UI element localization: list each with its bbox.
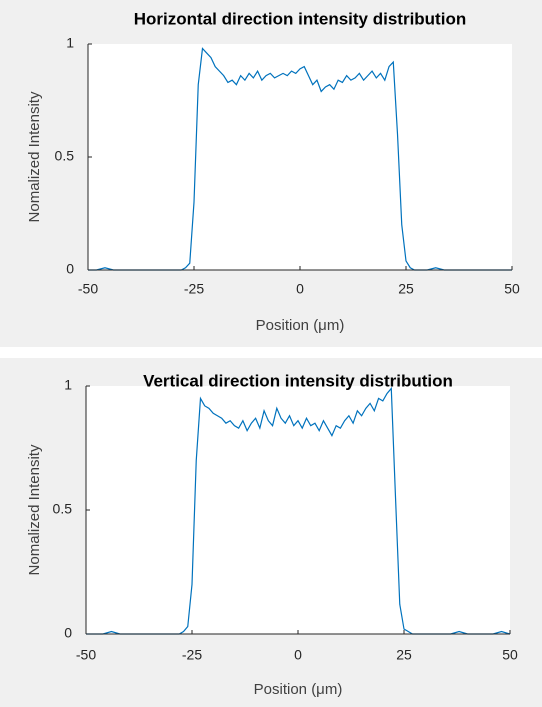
y-axis-label: Nomalized Intensity <box>26 444 43 575</box>
y-tick-label: 0.5 <box>55 148 75 164</box>
y-tick-label: 0 <box>66 261 74 277</box>
x-tick-label: -50 <box>78 281 98 297</box>
chart-title: Horizontal direction intensity distribut… <box>134 9 466 28</box>
y-axis-label: Nomalized Intensity <box>26 91 43 222</box>
plot-area <box>86 386 510 634</box>
x-tick-label: 25 <box>398 281 414 297</box>
x-tick-label: 50 <box>504 281 520 297</box>
x-tick-label: -50 <box>76 647 96 663</box>
data-line <box>86 386 511 635</box>
x-tick-label: -25 <box>182 647 202 663</box>
x-tick-label: 50 <box>502 647 518 663</box>
x-axis-label: Position (μm) <box>254 681 343 698</box>
x-axis-label: Position (μm) <box>256 317 345 334</box>
y-tick-label: 0.5 <box>53 501 73 517</box>
plot-area <box>88 44 512 270</box>
data-line <box>88 47 512 271</box>
x-tick-label: 0 <box>294 647 302 663</box>
x-tick-label: 25 <box>396 647 412 663</box>
x-tick-label: 0 <box>296 281 304 297</box>
x-tick-label: -25 <box>184 281 204 297</box>
y-tick-label: 0 <box>64 625 72 641</box>
chart-title: Vertical direction intensity distributio… <box>143 371 453 390</box>
y-tick-label: 1 <box>64 377 72 393</box>
y-tick-label: 1 <box>66 35 74 51</box>
